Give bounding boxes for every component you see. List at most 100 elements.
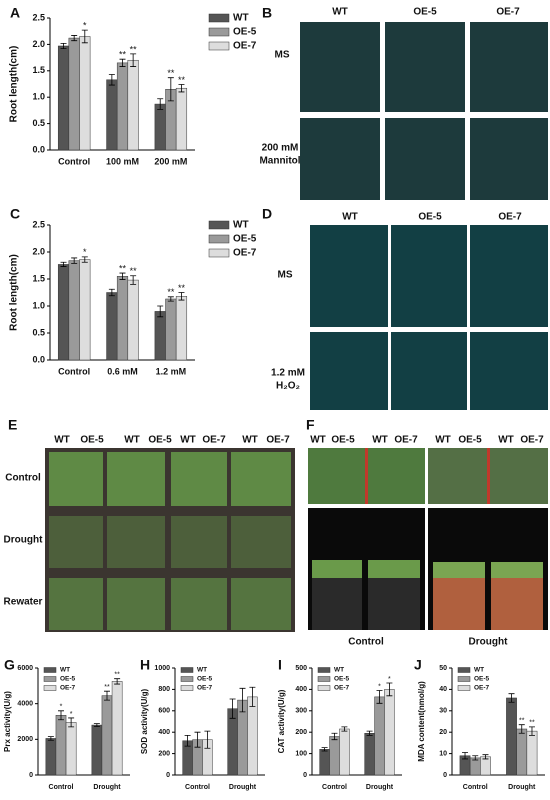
y-tick-label: 1.0 <box>32 300 45 310</box>
error-bar <box>157 98 164 110</box>
y-tick-label: 0 <box>303 772 307 779</box>
y-tick-label: 600 <box>158 708 170 715</box>
column-header: OE-7 <box>520 435 544 446</box>
x-tick-label: Control <box>463 784 488 791</box>
significance: * <box>378 683 381 690</box>
bar <box>165 298 177 361</box>
error-bar <box>47 736 54 741</box>
y-tick-label: 800 <box>158 686 170 693</box>
column-header: OE-5 <box>418 212 442 223</box>
bar <box>65 722 77 776</box>
row-label: 200 mM <box>262 143 299 154</box>
significance: ** <box>529 720 535 727</box>
bar <box>247 696 258 776</box>
legend-swatch <box>208 220 230 230</box>
legend-swatch <box>208 234 230 244</box>
legend-swatch <box>457 685 471 691</box>
error-bar <box>229 698 236 719</box>
error-bar <box>331 732 338 741</box>
x-tick-label: 1.2 mM <box>156 366 187 376</box>
error-bar <box>178 84 185 93</box>
row-label: H₂O₂ <box>276 381 300 392</box>
legend-label: WT <box>334 667 344 674</box>
y-tick-label: 2000 <box>17 736 33 743</box>
bar <box>106 79 118 151</box>
x-tick-label: Drought <box>366 784 394 791</box>
bar <box>319 749 330 776</box>
error-bar <box>68 717 75 728</box>
column-header: WT <box>180 435 196 446</box>
row-label: MS <box>275 50 290 61</box>
y-tick-label: 2.0 <box>32 246 45 256</box>
legend-label: OE-5 <box>197 676 213 683</box>
error-bar <box>119 58 126 67</box>
panel-letter: F <box>306 417 315 433</box>
error-bar <box>130 53 137 67</box>
error-bar <box>204 730 211 749</box>
error-bar <box>104 690 110 701</box>
bar <box>175 87 188 151</box>
column-header: WT <box>498 435 514 446</box>
significance: ** <box>519 718 525 725</box>
x-tick-label: 200 mM <box>154 156 187 166</box>
error-bar <box>58 710 64 721</box>
x-tick-label: Control <box>58 156 90 166</box>
photo <box>310 225 548 410</box>
y-tick-label: 2.5 <box>32 219 45 229</box>
column-header: WT <box>372 435 388 446</box>
legend-swatch <box>317 676 331 682</box>
column-header: OE-5 <box>80 435 104 446</box>
panel-letter: C <box>10 206 20 222</box>
error-bar <box>472 755 479 761</box>
error-bar <box>93 723 100 727</box>
y-tick-label: 300 <box>295 708 307 715</box>
panel-letter: J <box>414 657 422 673</box>
legend-label: WT <box>60 667 70 674</box>
row-label: 1.2 mM <box>271 368 305 379</box>
bar <box>374 696 385 776</box>
legend-swatch <box>208 13 230 23</box>
column-header: WT <box>242 435 258 446</box>
y-tick-label: 200 <box>295 729 307 736</box>
bar <box>127 59 139 151</box>
column-header: OE-7 <box>266 435 290 446</box>
legend-swatch <box>180 676 194 682</box>
legend-swatch <box>317 685 331 691</box>
error-bar <box>366 730 373 736</box>
group-label: Drought <box>469 637 509 648</box>
error-bar <box>178 292 185 301</box>
panel-letter: B <box>262 5 272 21</box>
bar <box>57 264 70 361</box>
bar <box>384 689 395 776</box>
y-tick-label: 0 <box>29 772 33 779</box>
bar <box>68 37 80 151</box>
y-tick-label: 500 <box>295 665 307 672</box>
column-header: OE-7 <box>496 7 520 18</box>
panel-letter: E <box>8 417 17 433</box>
y-axis-label: Prx activity(U/g) <box>3 691 12 752</box>
error-bar <box>239 687 246 713</box>
error-bar <box>81 29 88 44</box>
bar <box>111 681 123 776</box>
y-tick-label: 2.5 <box>32 12 45 22</box>
legend-label: OE-7 <box>233 248 257 259</box>
significance: * <box>388 676 391 683</box>
legend-label: OE-7 <box>474 685 490 692</box>
error-bar <box>71 35 78 42</box>
y-tick-label: 40 <box>439 686 447 693</box>
bar <box>154 311 166 361</box>
row-label: Mannitol <box>259 156 300 167</box>
column-header: WT <box>332 7 348 18</box>
y-tick-label: 400 <box>295 686 307 693</box>
row-label: MS <box>278 270 293 281</box>
legend-swatch <box>208 27 230 37</box>
significance: ** <box>119 50 127 60</box>
legend-label: WT <box>474 667 484 674</box>
bar <box>116 276 129 361</box>
legend-swatch <box>208 41 230 51</box>
error-bar <box>81 256 88 263</box>
significance: ** <box>130 266 138 276</box>
panel-letter: G <box>4 657 15 673</box>
column-header: OE-5 <box>413 7 437 18</box>
